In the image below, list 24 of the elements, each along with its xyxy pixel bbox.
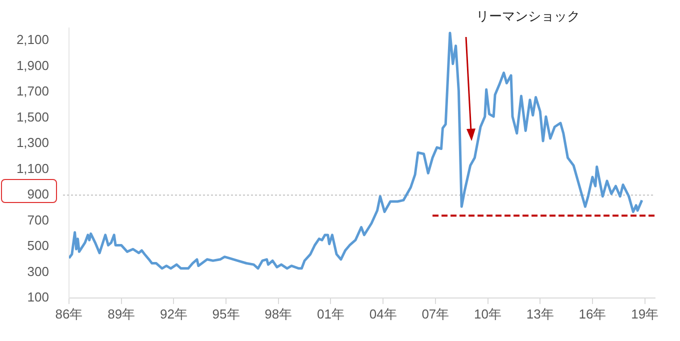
x-tick-label: 16年 — [578, 306, 606, 322]
x-tick-label: 04年 — [369, 306, 397, 322]
y-tick-label: 1,900 — [16, 58, 49, 73]
y-tick-label: 100 — [27, 290, 49, 305]
y-tick-label: 900 — [27, 186, 49, 202]
y-tick-label: 300 — [27, 264, 49, 279]
y-tick-label: 1,100 — [16, 160, 49, 176]
text: リーマンショック — [476, 8, 580, 24]
x-tick-label: 13年 — [526, 306, 554, 322]
y-tick-label: 1,700 — [16, 84, 49, 99]
x-tick-label: 07年 — [422, 306, 450, 322]
y-tick-label: 1,500 — [16, 109, 49, 124]
y-tick-label: 500 — [27, 238, 49, 254]
x-tick-label: 98年 — [264, 306, 292, 322]
x-tick-label: 10年 — [474, 306, 502, 322]
x-tick-label: 95年 — [212, 306, 240, 322]
x-tick-label: 86年 — [55, 306, 83, 322]
x-tick-label: 92年 — [160, 306, 188, 322]
y-tick-label: 700 — [27, 212, 49, 228]
x-tick-label: 19年 — [631, 306, 659, 322]
y-tick-label: 2,100 — [16, 32, 49, 48]
y-tick-label: 1,300 — [16, 135, 49, 150]
x-tick-label: 89年 — [108, 306, 136, 322]
x-tick-label: 01年 — [317, 306, 344, 322]
